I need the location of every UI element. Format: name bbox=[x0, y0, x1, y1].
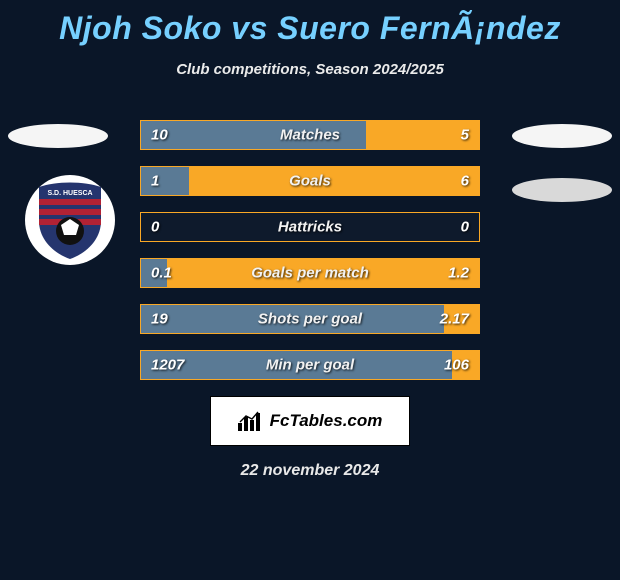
stat-row: 1 6 Goals bbox=[140, 166, 480, 196]
brand-label: FcTables.com bbox=[270, 411, 383, 431]
player2-avatar-placeholder bbox=[512, 124, 612, 148]
stat-label: Shots per goal bbox=[258, 311, 362, 328]
player1-value: 0 bbox=[151, 219, 159, 236]
stat-row: 1207 106 Min per goal bbox=[140, 350, 480, 380]
stat-label: Goals per match bbox=[251, 265, 369, 282]
player2-value: 5 bbox=[461, 127, 469, 144]
player2-club-placeholder bbox=[512, 178, 612, 202]
comparison-panel: S.D. HUESCA 10 5 Matches 1 6 Goals 0 0 Hattricks… bbox=[0, 120, 620, 480]
brand-chart-icon bbox=[238, 411, 264, 431]
stat-label: Min per goal bbox=[266, 357, 354, 374]
player2-value: 2.17 bbox=[440, 311, 469, 328]
player1-value: 1207 bbox=[151, 357, 184, 374]
brand-box[interactable]: FcTables.com bbox=[210, 396, 410, 446]
player1-value: 10 bbox=[151, 127, 168, 144]
player2-value: 0 bbox=[461, 219, 469, 236]
player1-club-badge: S.D. HUESCA bbox=[25, 175, 115, 265]
player1-value: 19 bbox=[151, 311, 168, 328]
player1-value: 1 bbox=[151, 173, 159, 190]
stat-label: Hattricks bbox=[278, 219, 342, 236]
player2-fill bbox=[189, 167, 479, 195]
page-title: Njoh Soko vs Suero FernÃ¡ndez bbox=[0, 0, 620, 47]
stat-row: 19 2.17 Shots per goal bbox=[140, 304, 480, 334]
player2-value: 6 bbox=[461, 173, 469, 190]
player2-value: 1.2 bbox=[448, 265, 469, 282]
stat-label: Goals bbox=[289, 173, 331, 190]
player1-avatar-placeholder bbox=[8, 124, 108, 148]
svg-text:S.D. HUESCA: S.D. HUESCA bbox=[47, 190, 92, 197]
stat-label: Matches bbox=[280, 127, 340, 144]
player2-value: 106 bbox=[444, 357, 469, 374]
stats-bars: 10 5 Matches 1 6 Goals 0 0 Hattricks 0.1 1.2 Goals … bbox=[140, 120, 480, 380]
stat-row: 0 0 Hattricks bbox=[140, 212, 480, 242]
player1-value: 0.1 bbox=[151, 265, 172, 282]
shield-icon: S.D. HUESCA bbox=[37, 181, 103, 259]
player1-fill bbox=[141, 167, 189, 195]
stat-row: 0.1 1.2 Goals per match bbox=[140, 258, 480, 288]
stat-row: 10 5 Matches bbox=[140, 120, 480, 150]
subtitle: Club competitions, Season 2024/2025 bbox=[0, 61, 620, 78]
date-label: 22 november 2024 bbox=[0, 462, 620, 480]
